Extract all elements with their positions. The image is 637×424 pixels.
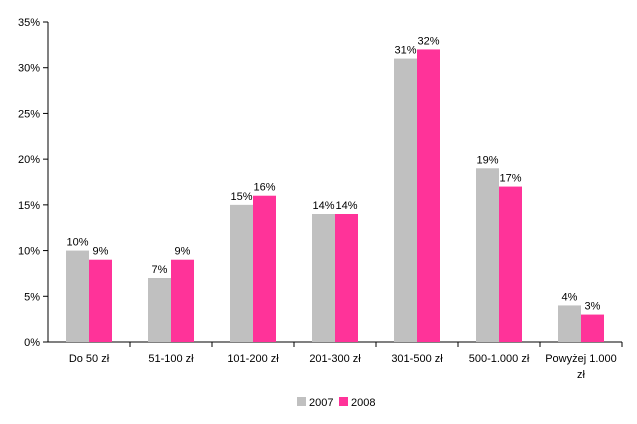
data-label-2008-4: 32% xyxy=(417,35,439,47)
y-tick-label: 30% xyxy=(18,63,40,75)
y-tick-label: 5% xyxy=(24,291,40,303)
y-axis-ticks: 0% 5% 10% 15% 20% 25% 30% 35% xyxy=(18,17,48,349)
data-label-2008-1: 9% xyxy=(175,246,191,258)
data-label-2007-0: 10% xyxy=(66,237,88,249)
bars xyxy=(66,49,604,343)
y-tick-label: 20% xyxy=(18,154,40,166)
bar-2008-1 xyxy=(171,259,194,342)
data-label-2007-2: 15% xyxy=(230,191,252,203)
bar-2007-1 xyxy=(148,278,171,342)
bar-2008-0 xyxy=(89,259,112,342)
data-label-2007-5: 19% xyxy=(476,154,498,166)
x-tick-label: 201-300 zł xyxy=(309,353,361,365)
bar-2007-4 xyxy=(394,58,417,342)
data-label-2008-6: 3% xyxy=(585,301,601,313)
y-tick-label: 15% xyxy=(18,200,40,212)
data-label-2008-0: 9% xyxy=(93,246,109,258)
y-tick-label: 0% xyxy=(24,337,40,349)
data-label-2008-2: 16% xyxy=(253,182,275,194)
y-tick-label: 35% xyxy=(18,17,40,29)
x-tick-label: Powyżej 1.000 xyxy=(545,353,617,365)
x-tick-label: Do 50 zł xyxy=(69,353,110,365)
x-tick-label: 500-1.000 zł xyxy=(469,353,530,365)
x-tick-label: 301-500 zł xyxy=(391,353,443,365)
bar-2008-5 xyxy=(499,186,522,342)
bar-2008-6 xyxy=(581,314,604,342)
data-labels: 10% 9% 7% 9% 15%16% 14% 14% 31%32% 19%17% 4% 3% xyxy=(66,35,600,312)
bar-2007-2 xyxy=(230,204,253,342)
legend-swatch-2007 xyxy=(297,397,306,406)
data-label-2008-5: 17% xyxy=(499,173,521,185)
legend-label-2007: 2007 xyxy=(309,397,333,409)
x-tick-label: 51-100 zł xyxy=(148,353,194,365)
bar-2007-3 xyxy=(312,214,335,342)
legend: 2007 2008 xyxy=(297,397,375,409)
bar-2007-5 xyxy=(476,168,499,342)
bar-2007-0 xyxy=(66,250,89,342)
data-label-2007-4: 31% xyxy=(394,45,416,57)
data-label-2007-1: 7% xyxy=(152,264,168,276)
legend-swatch-2008 xyxy=(339,397,348,406)
x-tick-label: 101-200 zł xyxy=(227,353,279,365)
y-tick-label: 10% xyxy=(18,246,40,258)
x-tick-label: zł xyxy=(577,369,586,381)
bar-2008-3 xyxy=(335,214,358,342)
x-axis-labels: Do 50 zł 51-100 zł 101-200 zł 201-300 zł 301… xyxy=(69,353,617,381)
legend-label-2008: 2008 xyxy=(351,397,375,409)
y-tick-label: 25% xyxy=(18,108,40,120)
bar-2008-2 xyxy=(253,195,276,342)
data-label-2008-3: 14% xyxy=(335,200,357,212)
data-label-2007-3: 14% xyxy=(312,200,334,212)
bar-2008-4 xyxy=(417,49,440,343)
bar-2007-6 xyxy=(558,305,581,342)
data-label-2007-6: 4% xyxy=(562,291,578,303)
